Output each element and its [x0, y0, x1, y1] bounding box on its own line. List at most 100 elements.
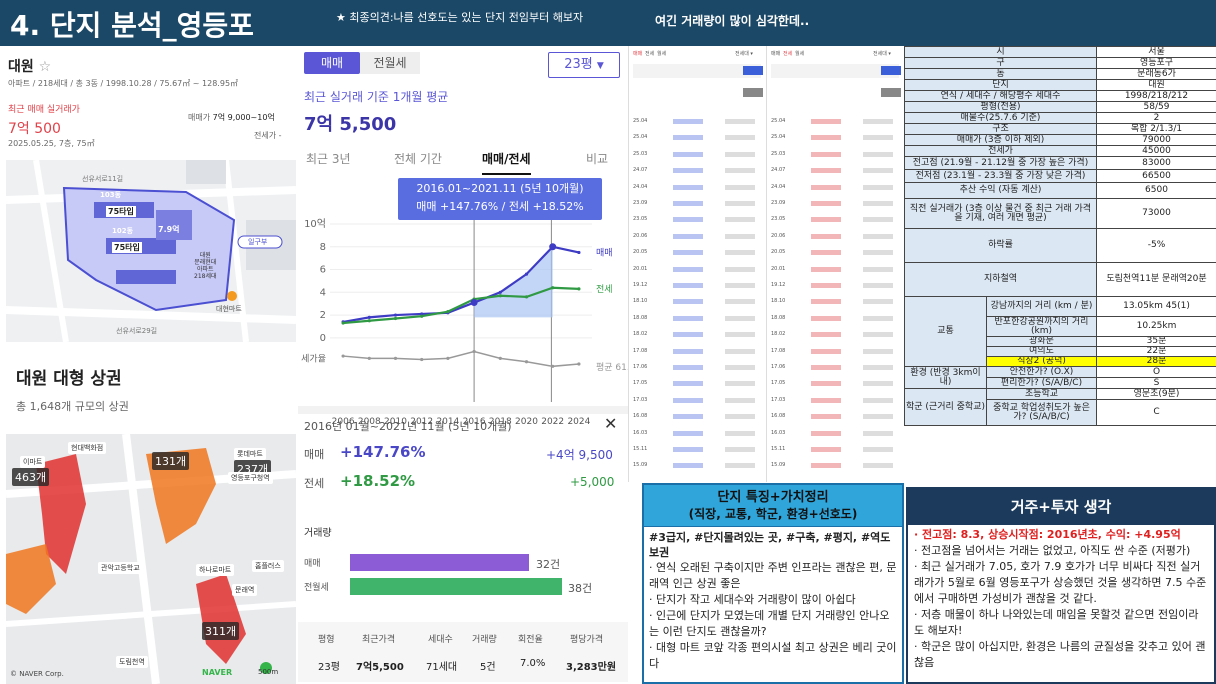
tab-sale-jeonse[interactable]: 매매/전세: [482, 150, 531, 175]
history-row-date: 15.09: [633, 462, 648, 469]
history-row-floor: [725, 414, 755, 420]
features-header: 단지 특징+가치정리 (직장, 교통, 학군, 환경+선호도): [644, 485, 902, 527]
table-label: 하락률: [904, 228, 1097, 263]
history-tab[interactable]: 매매: [633, 51, 643, 57]
school-label: 학군 (근거리 중학교): [904, 388, 987, 426]
x-tick-label: 2014: [436, 417, 459, 426]
history-tab[interactable]: 월세: [657, 51, 667, 57]
table-value: 6500: [1096, 182, 1216, 199]
naver-logo: NAVER: [202, 668, 233, 677]
data-point: [367, 319, 371, 323]
recent-price: 7억 500: [8, 121, 61, 137]
table-row: 환경 (반경 3km이내) 안전한가? (O.X) O: [904, 366, 1216, 389]
tab-recent-3y[interactable]: 최근 3년: [306, 152, 351, 166]
history-row-date: 16.03: [771, 429, 786, 436]
history-row-price: [811, 233, 841, 239]
table-row: 연식 / 세대수 / 해당평수 세대수 1998/218/212: [904, 90, 1216, 102]
tab-all-period[interactable]: 전체 기간: [394, 152, 442, 166]
history-row-price: [811, 184, 841, 190]
th-recent: 최근가격: [362, 635, 396, 645]
thoughts-box: 거주+투자 생각 · 전고점: 8.3, 상승시작점: 2016년초, 수익: …: [906, 487, 1216, 684]
features-tags: #3급지, #단지몰려있는 곳, #구축, #평지, #역도보권: [649, 531, 891, 559]
data-point: [498, 294, 502, 298]
data-point: [446, 310, 450, 314]
volume-title: 거래량: [304, 528, 332, 539]
size-select[interactable]: 23평 ▼: [548, 52, 620, 78]
x-tick-label: 2018: [489, 417, 512, 426]
history-row-date: 18.10: [633, 298, 648, 305]
close-icon[interactable]: ✕: [604, 414, 618, 433]
history-tab[interactable]: 월세: [795, 51, 805, 57]
table-value: 58/59: [1096, 101, 1216, 113]
map-neighbor-name: 문래현대: [194, 259, 217, 266]
history-row-date: 17.08: [633, 347, 648, 354]
table-value: C: [1096, 399, 1216, 426]
history-row-floor: [725, 348, 755, 354]
map-road: [6, 306, 296, 324]
history-row-floor: [863, 201, 893, 206]
header-caption: 여긴 거래량이 많이 심각한데..: [655, 14, 810, 28]
history-row-price: [811, 283, 841, 288]
price-basis: 최근 실거래 기준 1개월 평균: [304, 90, 449, 104]
history-tab[interactable]: 전세: [783, 51, 793, 57]
history-button[interactable]: [743, 88, 763, 97]
table-value: 66500: [1096, 169, 1216, 183]
pin-count[interactable]: 131개: [152, 452, 190, 470]
x-tick-label: 2010: [384, 417, 407, 426]
map-price-label: 7.9억: [158, 225, 180, 234]
table-value: 1998/218/212: [1096, 90, 1216, 102]
complex-map[interactable]: 103동 75타입 102동 75타입 7.9억 일구부 대현마트 선유서로11…: [6, 160, 296, 342]
history-row-date: 19.12: [633, 282, 648, 288]
table-value: 28분: [1096, 356, 1216, 367]
history-row-price: [673, 348, 703, 354]
history-row-price: [811, 250, 841, 256]
table-value: -5%: [1096, 228, 1216, 263]
y-tick-label: 2: [320, 310, 326, 321]
data-point: [420, 357, 424, 362]
history-tab[interactable]: 전세: [645, 51, 655, 57]
station-marker-icon: [260, 662, 272, 674]
history-row-price: [673, 365, 703, 370]
history-button[interactable]: [743, 66, 763, 75]
poi-label: 이마트: [20, 456, 46, 468]
x-tick-label: 2006: [332, 417, 355, 426]
table-row: 지하철역 도림천역11분 문래역20분: [904, 262, 1216, 297]
tab-compare[interactable]: 비교: [586, 152, 609, 166]
history-row-floor: [863, 233, 893, 239]
history-tab[interactable]: 매매: [771, 51, 781, 57]
series-label: 전세: [596, 284, 613, 295]
history-row-date: 18.02: [771, 331, 786, 338]
table-label: 직장2 (공덕): [986, 356, 1097, 367]
tab-jeonse[interactable]: 전월세: [360, 52, 420, 74]
exit-label: 일구부: [248, 238, 268, 246]
complex-map-svg: [6, 160, 296, 342]
history-row-date: 17.05: [771, 380, 786, 387]
commercial-zone-red: [196, 574, 246, 664]
history-filter[interactable]: 전세대 ▾: [873, 51, 891, 57]
history-filter[interactable]: 전세대 ▾: [735, 51, 753, 57]
history-row-date: 17.05: [633, 380, 648, 387]
rent-label: 전세가 -: [254, 131, 282, 140]
chevron-down-icon: ▼: [596, 61, 604, 71]
commercial-map[interactable]: 463개 131개 237개 311개 이마트 현대백화점 롯데마트 영등포구청…: [6, 434, 296, 684]
history-button[interactable]: [881, 66, 901, 75]
tab-sale[interactable]: 매매: [304, 52, 360, 74]
table-value: 대원: [1096, 79, 1216, 91]
poi-label: 문래역: [232, 584, 258, 596]
history-row-date: 20.01: [633, 265, 648, 272]
pin-count[interactable]: 311개: [202, 622, 240, 640]
favorite-star-icon[interactable]: ☆: [38, 59, 52, 75]
history-button[interactable]: [881, 88, 901, 97]
thoughts-line: · 전고점을 넘어서는 거래는 없었고, 아직도 싼 수준 (저평가): [914, 544, 1191, 557]
data-point: [393, 316, 398, 321]
map-road: [33, 160, 69, 342]
table-value: 2: [1096, 112, 1216, 124]
map-copyright: © NAVER Corp.: [10, 670, 64, 678]
history-row-price: [811, 430, 841, 436]
pin-count[interactable]: 463개: [12, 468, 50, 486]
series-label: 평균 61.6%: [596, 362, 628, 373]
y2-axis-label: 세가율: [301, 353, 326, 364]
data-point: [577, 362, 581, 366]
detail-sale-amt: +4억 9,500: [546, 448, 613, 462]
